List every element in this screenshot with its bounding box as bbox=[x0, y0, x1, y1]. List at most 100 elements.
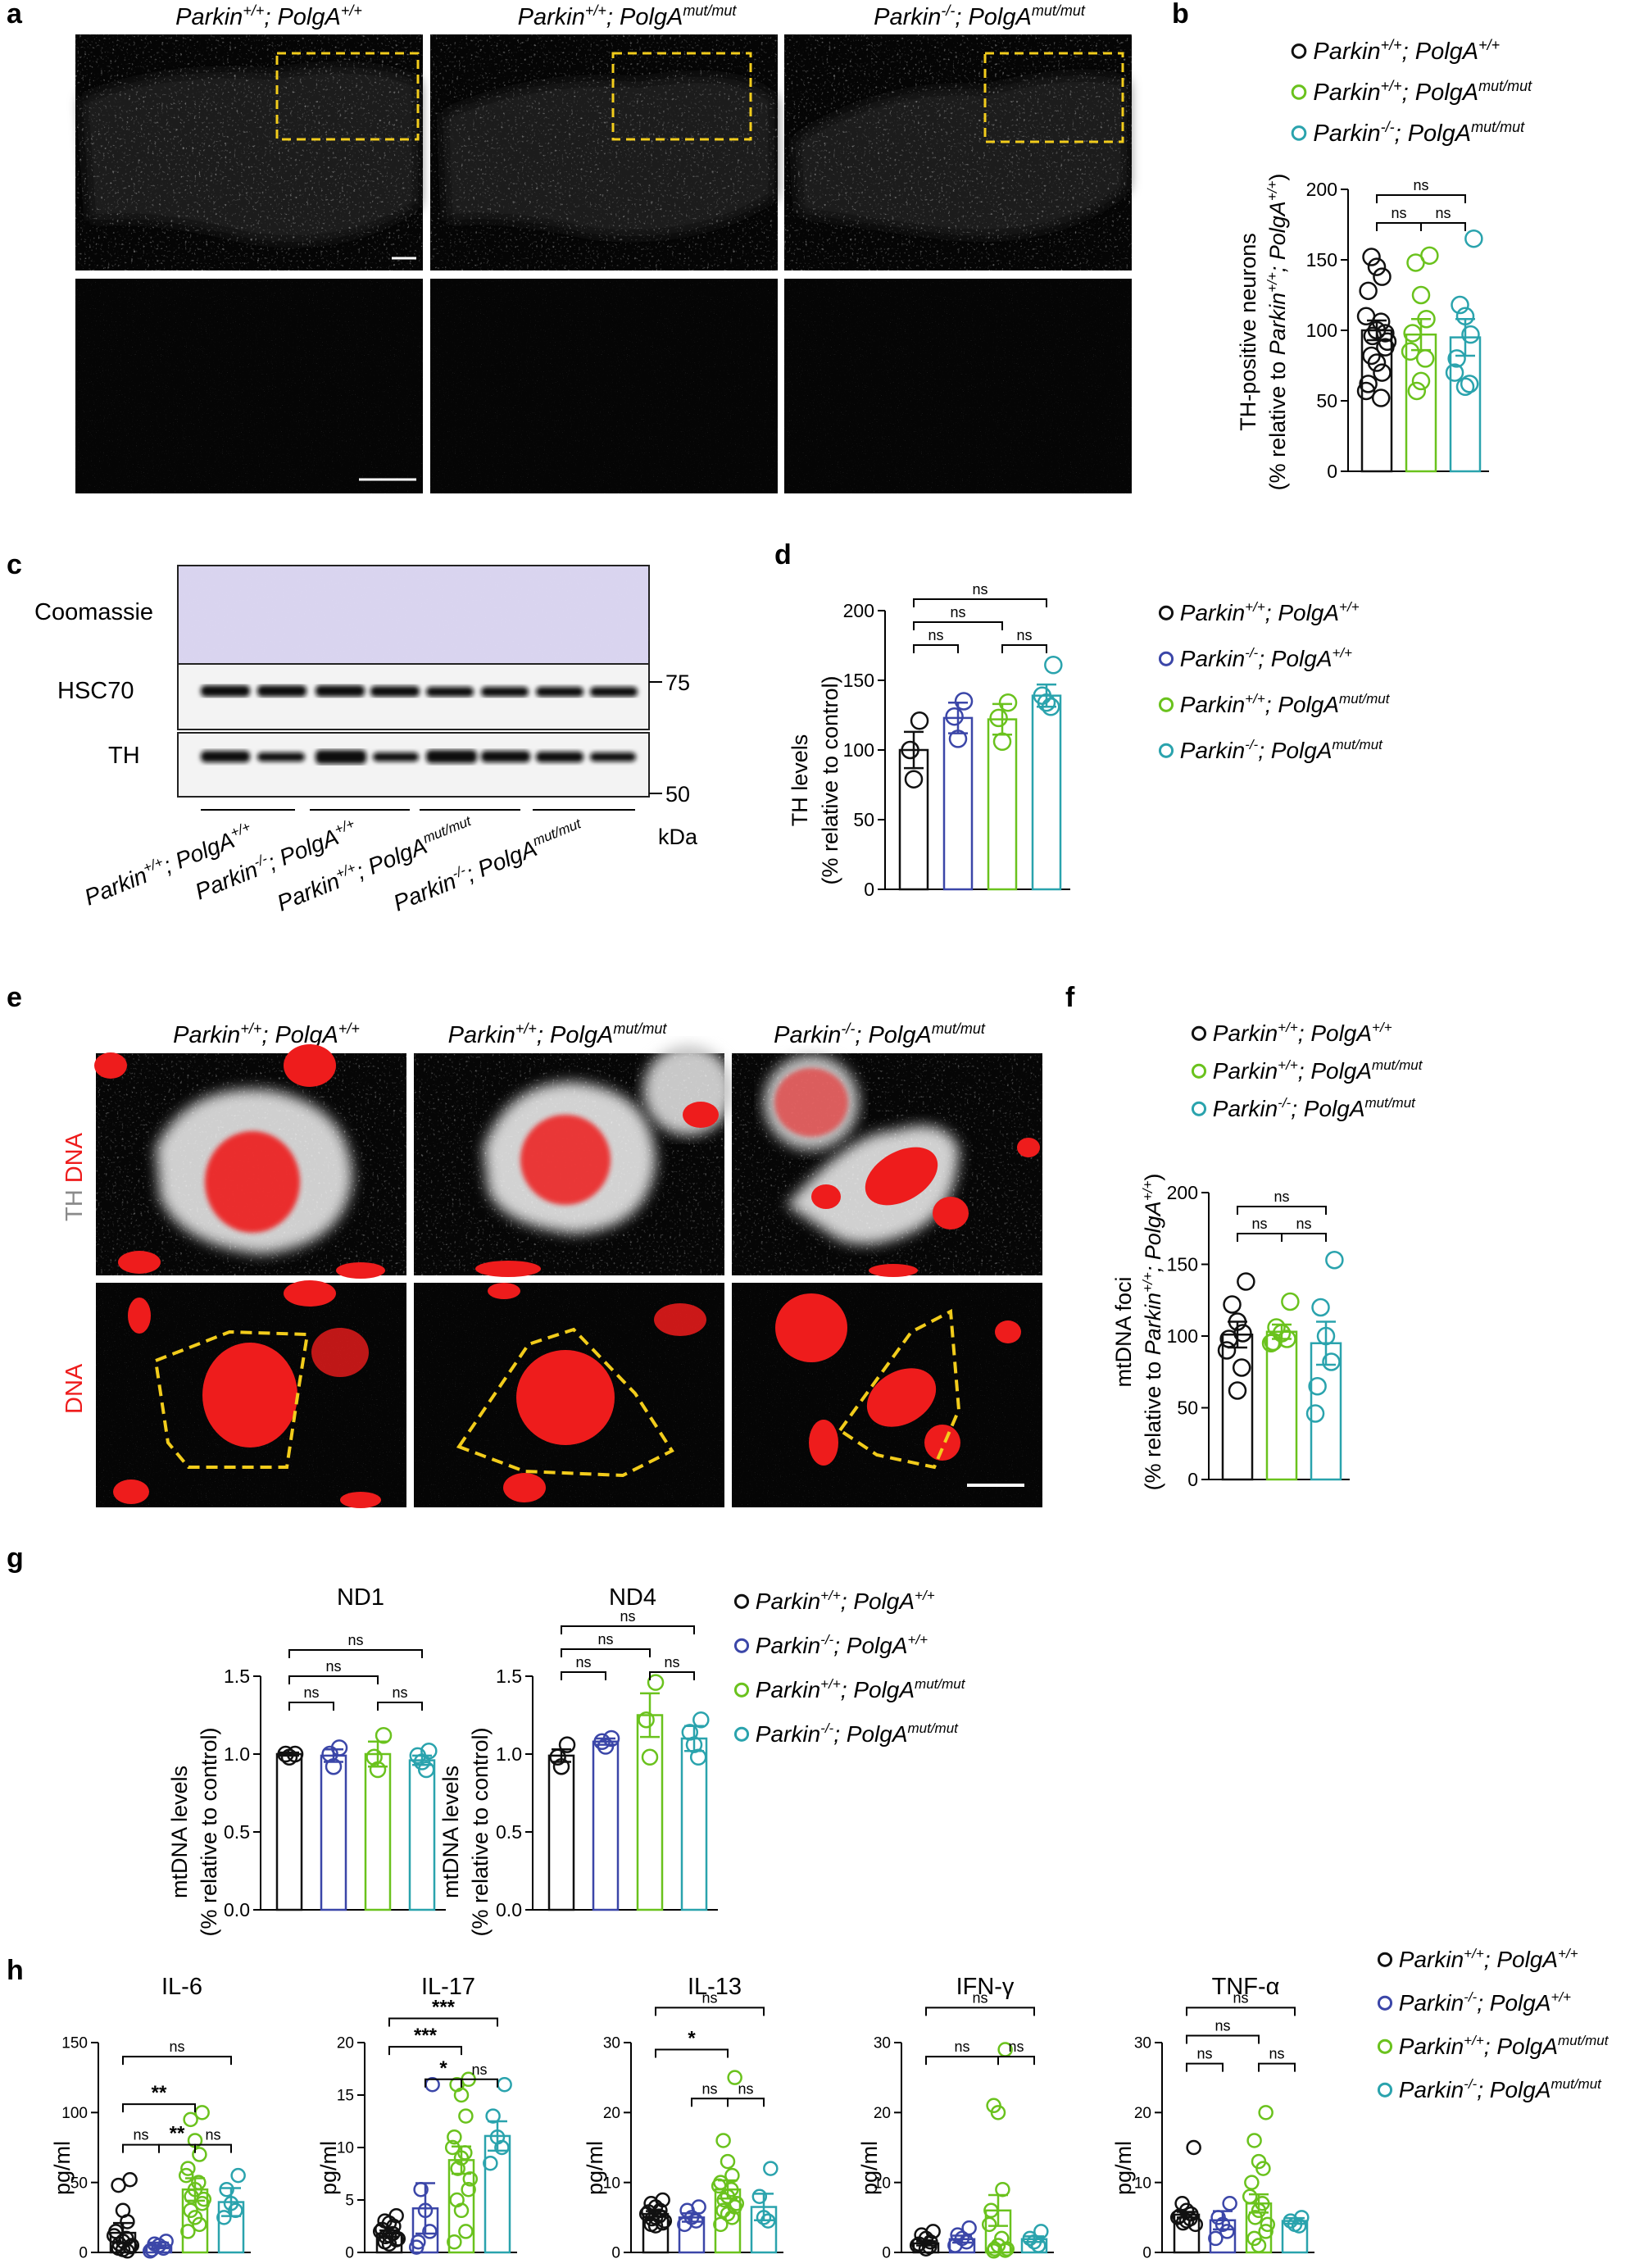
data-point bbox=[1411, 285, 1431, 305]
legend-marker bbox=[1377, 1995, 1393, 2011]
data-point bbox=[1219, 2224, 1235, 2239]
significance-bracket bbox=[561, 1625, 695, 1634]
data-point bbox=[1415, 349, 1435, 368]
significance-label: ns bbox=[620, 1608, 635, 1625]
data-point bbox=[992, 732, 1012, 752]
significance-bracket bbox=[561, 1671, 606, 1680]
significance-bracket bbox=[913, 598, 1047, 607]
significance-label: ns bbox=[347, 1632, 363, 1648]
data-point bbox=[954, 692, 974, 711]
panel-e-header-3: Parkin-/-; PolgAmut/mut bbox=[774, 1020, 986, 1048]
significance-bracket bbox=[1186, 2062, 1224, 2072]
panel-a-header-3: Parkin-/-; PolgAmut/mut bbox=[874, 2, 1086, 30]
data-point bbox=[901, 740, 919, 760]
cell-outline bbox=[456, 1327, 674, 1478]
y-tick-label: 20 bbox=[874, 2105, 891, 2122]
data-point bbox=[727, 2070, 742, 2085]
panel-h: h pg/ml pg/ml pg/ml pg/ml pg/ml IL-60501… bbox=[7, 1946, 1609, 2262]
data-point bbox=[142, 2243, 158, 2259]
data-point bbox=[1247, 2210, 1263, 2225]
significance-label: ns bbox=[972, 1989, 987, 2006]
panel-label-g: g bbox=[7, 1543, 24, 1574]
significance-bracket bbox=[913, 644, 959, 653]
significance-bracket bbox=[388, 2017, 498, 2027]
row-label-th-dna: TH DNA bbox=[61, 1132, 88, 1221]
y-tick-label: 0.5 bbox=[496, 1821, 522, 1843]
data-point bbox=[986, 2243, 1001, 2259]
chart-title: IFN-γ bbox=[956, 1974, 1015, 2000]
data-point bbox=[192, 2147, 207, 2162]
significance-bracket bbox=[1420, 222, 1466, 231]
panel-g-ylabel-left-2: (% relative to control) bbox=[197, 1727, 221, 1936]
data-point bbox=[1258, 2224, 1274, 2239]
data-point bbox=[183, 2111, 198, 2128]
data-point bbox=[325, 1757, 343, 1775]
panel-g-ylabel-right: mtDNA levels bbox=[438, 1766, 463, 1898]
significance-label: ns bbox=[701, 1989, 717, 2006]
marker-50: 50 bbox=[665, 782, 690, 807]
data-point bbox=[1367, 320, 1387, 340]
data-point bbox=[1044, 656, 1063, 675]
legend-marker bbox=[1291, 125, 1307, 141]
legend-marker bbox=[1377, 2038, 1393, 2054]
data-point bbox=[597, 1738, 615, 1755]
y-tick-label: 100 bbox=[61, 2105, 88, 2122]
data-point bbox=[552, 1757, 570, 1775]
data-point bbox=[593, 1733, 611, 1751]
data-point bbox=[1251, 2202, 1267, 2219]
y-tick-label: 1.5 bbox=[496, 1666, 522, 1687]
legend-entry: Parkin+/+; PolgA+/+ bbox=[756, 1588, 935, 1614]
significance-bracket bbox=[388, 2046, 462, 2056]
panel-label-b: b bbox=[1172, 0, 1189, 30]
significance-label: ns bbox=[1435, 205, 1451, 221]
legend-marker bbox=[1158, 743, 1174, 758]
data-point bbox=[1322, 1352, 1341, 1371]
data-point bbox=[365, 1748, 383, 1766]
data-point bbox=[1208, 2230, 1224, 2247]
lane-group-label-4: Parkin-/-; PolgAmut/mut bbox=[389, 816, 588, 916]
micrograph-a-bottom-1 bbox=[75, 279, 423, 493]
blot-row-hsc70: HSC70 bbox=[57, 678, 134, 704]
chart-title: ND4 bbox=[609, 1584, 656, 1611]
data-point bbox=[724, 2181, 739, 2198]
data-point bbox=[1217, 1341, 1237, 1360]
data-point bbox=[549, 1748, 566, 1766]
data-point bbox=[1281, 1292, 1300, 1311]
panel-h-ylabel-2: pg/ml bbox=[316, 2141, 341, 2195]
data-point bbox=[638, 1711, 655, 1729]
y-tick-label: 30 bbox=[1134, 2035, 1151, 2052]
data-point bbox=[1411, 371, 1431, 391]
blot-row-coomassie: Coomassie bbox=[34, 599, 153, 625]
y-tick-label: 20 bbox=[1134, 2105, 1151, 2122]
y-tick-label: 0.0 bbox=[496, 1899, 522, 1920]
chart-h-il17: IL-17 0 5 10 15 20 * ns *** *** bbox=[337, 1974, 517, 2262]
data-point bbox=[1407, 381, 1427, 401]
legend-h: Parkin+/+; PolgA+/+ Parkin-/-; PolgA+/+ Pa… bbox=[1377, 1946, 1609, 2102]
micrograph-a-bottom-3 bbox=[784, 279, 1132, 493]
data-point bbox=[724, 2210, 740, 2225]
data-point bbox=[1455, 307, 1475, 326]
legend-marker bbox=[1191, 1025, 1207, 1041]
significance-bracket bbox=[1376, 222, 1422, 231]
bar bbox=[636, 1714, 664, 1911]
y-tick-label: 100 bbox=[843, 739, 874, 761]
significance-label: ns bbox=[928, 627, 943, 643]
significance-bracket bbox=[655, 2048, 729, 2058]
data-point bbox=[369, 1761, 387, 1779]
panel-a-header-1: Parkin+/+; PolgA+/+ bbox=[175, 2, 362, 30]
cell-outline bbox=[838, 1308, 961, 1470]
panel-h-ylabel-3: pg/ml bbox=[583, 2141, 607, 2195]
significance-label: ns bbox=[1196, 2046, 1212, 2062]
significance-label: ** bbox=[170, 2123, 185, 2145]
data-point bbox=[417, 1761, 435, 1779]
data-point bbox=[230, 2167, 246, 2184]
data-point bbox=[983, 2202, 999, 2219]
y-tick-label: 1.0 bbox=[496, 1743, 522, 1765]
data-point bbox=[1237, 1272, 1255, 1291]
significance-label: ns bbox=[1274, 1189, 1289, 1205]
bar bbox=[987, 718, 1018, 891]
legend-marker bbox=[733, 1726, 750, 1742]
panel-h-ylabel-1: pg/ml bbox=[50, 2141, 75, 2195]
